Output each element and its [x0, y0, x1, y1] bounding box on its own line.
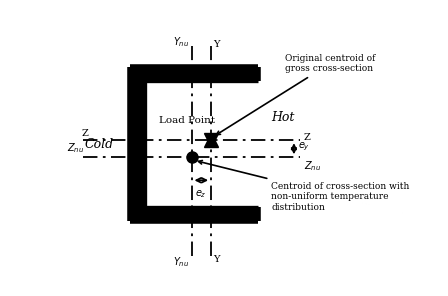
- Text: Y: Y: [213, 40, 220, 49]
- Polygon shape: [129, 81, 145, 207]
- Text: Z: Z: [304, 133, 311, 142]
- Text: Y: Y: [213, 255, 220, 264]
- Text: Hot: Hot: [271, 111, 295, 124]
- Polygon shape: [129, 207, 258, 221]
- Text: Cold: Cold: [84, 138, 113, 151]
- Text: Original centroid of
gross cross-section: Original centroid of gross cross-section: [216, 54, 375, 135]
- Text: $Z_{nu}$: $Z_{nu}$: [68, 141, 85, 155]
- Text: $e_z$: $e_z$: [195, 188, 207, 200]
- Text: $Z_{nu}$: $Z_{nu}$: [304, 159, 321, 173]
- Text: $Y_{nu}$: $Y_{nu}$: [173, 35, 190, 49]
- Text: $e_y$: $e_y$: [298, 141, 310, 153]
- Text: Z: Z: [82, 129, 89, 138]
- Polygon shape: [129, 67, 258, 81]
- Text: $Y_{nu}$: $Y_{nu}$: [173, 255, 190, 269]
- Text: Centroid of cross-section with
non-uniform temperature
distribution: Centroid of cross-section with non-unifo…: [198, 160, 410, 212]
- Text: Load Point: Load Point: [159, 117, 215, 126]
